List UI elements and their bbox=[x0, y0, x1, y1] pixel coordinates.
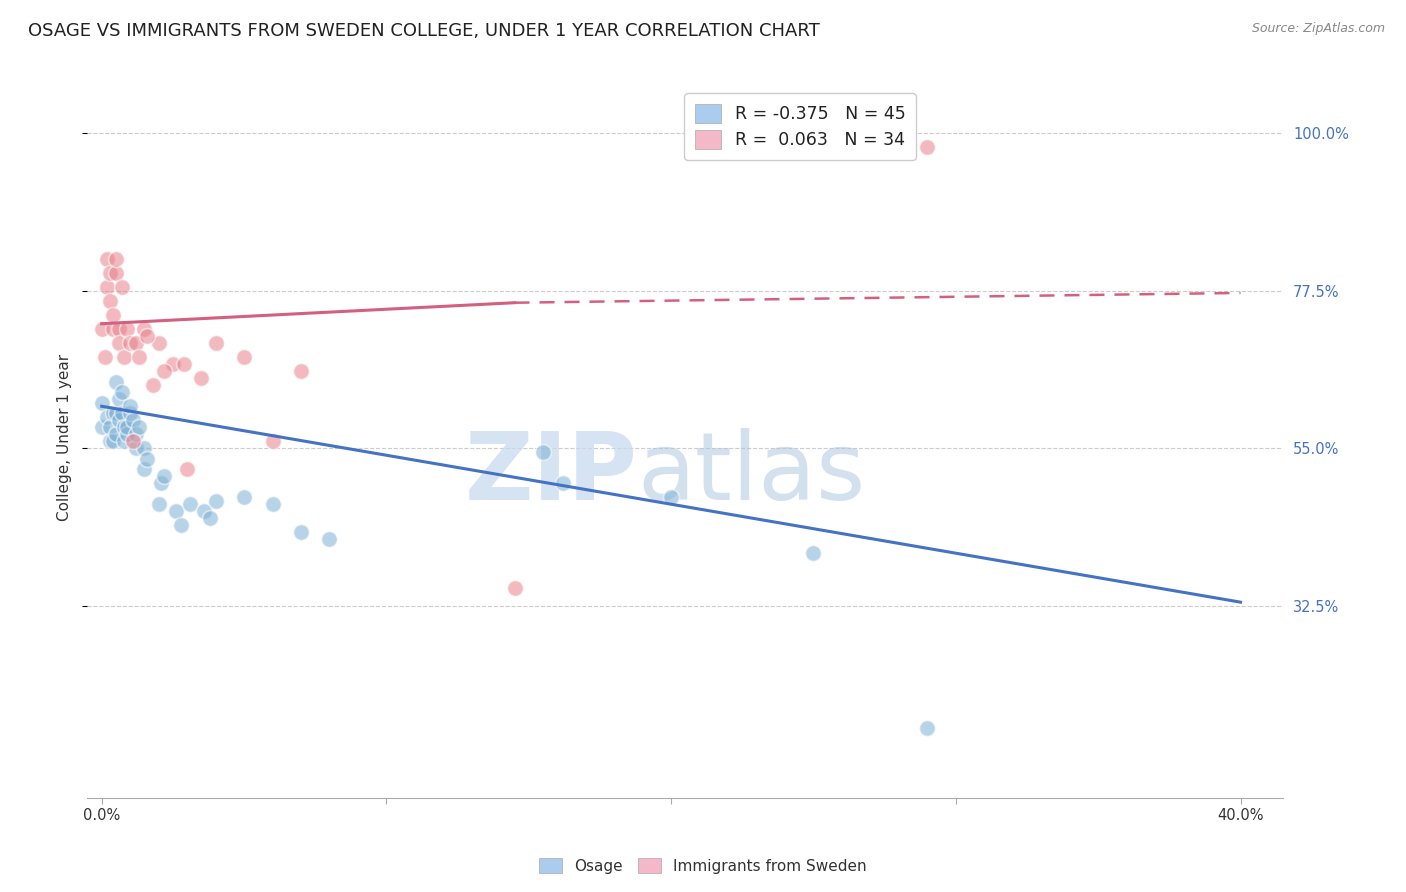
Point bbox=[111, 385, 134, 400]
Point bbox=[104, 427, 127, 442]
Point bbox=[262, 497, 284, 511]
Point bbox=[93, 351, 115, 365]
Point bbox=[101, 322, 124, 336]
Point bbox=[165, 504, 187, 518]
Point bbox=[148, 497, 170, 511]
Point bbox=[111, 406, 134, 420]
Point bbox=[193, 504, 215, 518]
Point bbox=[136, 451, 159, 466]
Point bbox=[531, 444, 554, 458]
Point bbox=[190, 371, 212, 385]
Point bbox=[120, 406, 142, 420]
Point bbox=[98, 266, 121, 280]
Point bbox=[104, 252, 127, 267]
Text: OSAGE VS IMMIGRANTS FROM SWEDEN COLLEGE, UNDER 1 YEAR CORRELATION CHART: OSAGE VS IMMIGRANTS FROM SWEDEN COLLEGE,… bbox=[28, 22, 820, 40]
Point bbox=[96, 252, 118, 267]
Point bbox=[114, 351, 136, 365]
Point bbox=[114, 420, 136, 434]
Point bbox=[107, 336, 129, 351]
Y-axis label: College, Under 1 year: College, Under 1 year bbox=[58, 354, 72, 521]
Point bbox=[96, 280, 118, 294]
Point bbox=[125, 427, 148, 442]
Point bbox=[204, 336, 226, 351]
Point bbox=[290, 364, 312, 378]
Point bbox=[148, 336, 170, 351]
Point bbox=[114, 434, 136, 449]
Point bbox=[233, 351, 256, 365]
Point bbox=[117, 427, 139, 442]
Point bbox=[150, 476, 173, 491]
Point bbox=[98, 420, 121, 434]
Point bbox=[120, 399, 142, 413]
Point bbox=[111, 280, 134, 294]
Point bbox=[90, 396, 112, 410]
Point bbox=[117, 322, 139, 336]
Point bbox=[153, 364, 176, 378]
Point bbox=[90, 322, 112, 336]
Point bbox=[128, 351, 150, 365]
Point bbox=[176, 462, 198, 476]
Point bbox=[104, 266, 127, 280]
Point bbox=[96, 409, 118, 424]
Point bbox=[262, 434, 284, 449]
Point bbox=[122, 413, 145, 427]
Point bbox=[162, 357, 184, 371]
Point bbox=[233, 490, 256, 504]
Point bbox=[90, 420, 112, 434]
Text: atlas: atlas bbox=[637, 428, 866, 520]
Point bbox=[290, 525, 312, 540]
Point bbox=[134, 442, 156, 456]
Point bbox=[179, 497, 201, 511]
Point bbox=[153, 469, 176, 483]
Point bbox=[204, 493, 226, 508]
Point bbox=[120, 336, 142, 351]
Point bbox=[101, 308, 124, 322]
Point bbox=[503, 581, 526, 595]
Point bbox=[125, 336, 148, 351]
Point bbox=[117, 420, 139, 434]
Point bbox=[125, 442, 148, 456]
Legend: Osage, Immigrants from Sweden: Osage, Immigrants from Sweden bbox=[533, 852, 873, 880]
Point bbox=[107, 322, 129, 336]
Point bbox=[122, 434, 145, 449]
Point bbox=[551, 476, 574, 491]
Point bbox=[170, 518, 193, 533]
Point bbox=[101, 434, 124, 449]
Point bbox=[107, 413, 129, 427]
Point bbox=[659, 490, 682, 504]
Point bbox=[104, 375, 127, 389]
Point bbox=[198, 511, 221, 525]
Point bbox=[803, 546, 825, 560]
Point bbox=[98, 294, 121, 309]
Point bbox=[142, 378, 165, 392]
Point bbox=[173, 357, 195, 371]
Point bbox=[917, 721, 939, 735]
Point bbox=[101, 406, 124, 420]
Point bbox=[128, 420, 150, 434]
Point bbox=[104, 406, 127, 420]
Legend: R = -0.375   N = 45, R =  0.063   N = 34: R = -0.375 N = 45, R = 0.063 N = 34 bbox=[685, 94, 915, 160]
Point bbox=[134, 322, 156, 336]
Point bbox=[917, 140, 939, 154]
Point bbox=[98, 434, 121, 449]
Point bbox=[134, 462, 156, 476]
Point bbox=[318, 532, 340, 546]
Point bbox=[136, 329, 159, 343]
Text: ZIP: ZIP bbox=[464, 428, 637, 520]
Text: Source: ZipAtlas.com: Source: ZipAtlas.com bbox=[1251, 22, 1385, 36]
Point bbox=[107, 392, 129, 407]
